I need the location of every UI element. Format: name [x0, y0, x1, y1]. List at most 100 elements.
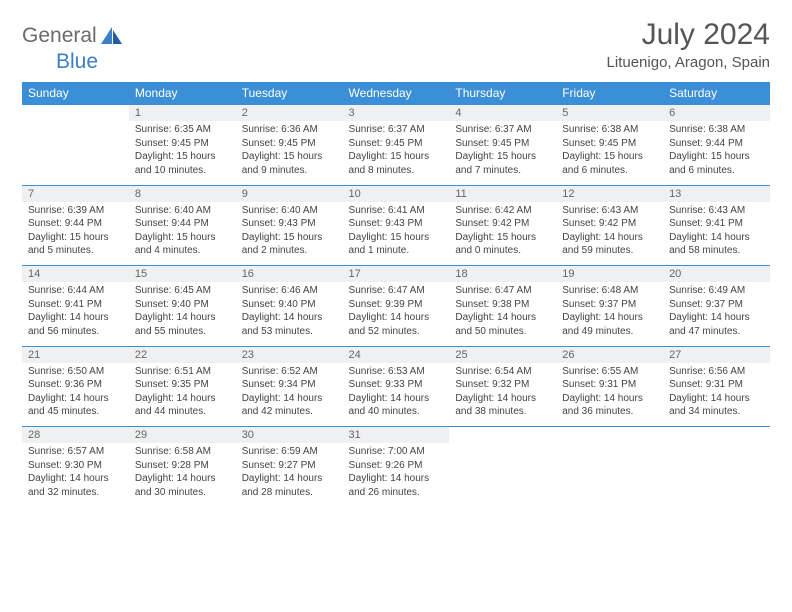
day-content-row: Sunrise: 6:39 AMSunset: 9:44 PM Daylight:… [22, 202, 770, 266]
day-number: 12 [556, 185, 663, 202]
logo-text-blue: Blue [56, 50, 98, 74]
sunset-text: Sunset: 9:40 PM [135, 298, 230, 312]
sunset-text: Sunset: 9:31 PM [562, 378, 657, 392]
day-cell: Sunrise: 6:50 AMSunset: 9:36 PMDaylight:… [22, 363, 129, 427]
weekday-header-row: Sunday Monday Tuesday Wednesday Thursday… [22, 82, 770, 105]
day-cell: Sunrise: 6:53 AMSunset: 9:33 PMDaylight:… [343, 363, 450, 427]
sunset-text: Sunset: 9:33 PM [349, 378, 444, 392]
daylight-text: Daylight: 14 hours and 42 minutes. [242, 392, 337, 419]
day-content-row: Sunrise: 6:35 AM Sunset: 9:45 PM Daylight:… [22, 121, 770, 185]
sunrise-text: Sunrise: 6:41 AM [349, 204, 444, 218]
sunset-text: Sunset: 9:45 PM [455, 137, 550, 151]
sunset-text: Sunset: 9:26 PM [349, 459, 444, 473]
sunset-text: Sunset: 9:44 PM [669, 137, 764, 151]
daylight-text: Daylight: 14 hours and 47 minutes. [669, 311, 764, 338]
sunset-text: Sunset: 9:32 PM [455, 378, 550, 392]
sunset-text: Sunset: 9:44 PM [28, 217, 123, 231]
sunrise-text: Sunrise: 6:47 AM [349, 284, 444, 298]
sunset-text: Sunset: 9:27 PM [242, 459, 337, 473]
day-content-row: Sunrise: 6:50 AMSunset: 9:36 PMDaylight:… [22, 363, 770, 427]
sunset-text: Sunset: 9:40 PM [242, 298, 337, 312]
day-number: 25 [449, 346, 556, 363]
daynum-row: 21222324252627 [22, 346, 770, 363]
day-cell: Sunrise: 6:37 AMSunset: 9:45 PMDaylight:… [449, 121, 556, 185]
sunrise-text: Sunrise: 6:56 AM [669, 365, 764, 379]
logo-text-general: General [22, 24, 97, 48]
day-number: 14 [22, 266, 129, 283]
daynum-row: 78910111213 [22, 185, 770, 202]
day-cell: Sunrise: 6:37 AMSunset: 9:45 PMDaylight:… [343, 121, 450, 185]
day-number: 20 [663, 266, 770, 283]
daynum-row: 28293031 [22, 427, 770, 444]
sunrise-text: Sunrise: 6:48 AM [562, 284, 657, 298]
day-number: 27 [663, 346, 770, 363]
day-cell: Sunrise: 6:47 AMSunset: 9:38 PMDaylight:… [449, 282, 556, 346]
day-cell: Sunrise: 6:45 AMSunset: 9:40 PMDaylight:… [129, 282, 236, 346]
daylight-text: Daylight: 14 hours and 49 minutes. [562, 311, 657, 338]
sunset-text: Sunset: 9:31 PM [669, 378, 764, 392]
day-number: 26 [556, 346, 663, 363]
daylight-text: Daylight: 14 hours and 34 minutes. [669, 392, 764, 419]
day-number: 18 [449, 266, 556, 283]
day-cell: Sunrise: 6:40 AMSunset: 9:43 PMDaylight:… [236, 202, 343, 266]
sunrise-text: Sunrise: 6:42 AM [455, 204, 550, 218]
day-cell: Sunrise: 6:47 AMSunset: 9:39 PMDaylight:… [343, 282, 450, 346]
sunrise-text: Sunrise: 6:52 AM [242, 365, 337, 379]
day-cell: Sunrise: 6:39 AMSunset: 9:44 PMDaylight:… [22, 202, 129, 266]
daylight-text: Daylight: 14 hours and 38 minutes. [455, 392, 550, 419]
day-cell: Sunrise: 6:43 AMSunset: 9:42 PMDaylight:… [556, 202, 663, 266]
sunset-text: Sunset: 9:37 PM [562, 298, 657, 312]
daylight-text: Daylight: 15 hours and 9 minutes. [242, 150, 337, 177]
sunrise-text: Sunrise: 6:46 AM [242, 284, 337, 298]
sunset-text: Sunset: 9:30 PM [28, 459, 123, 473]
weekday-header: Friday [556, 82, 663, 105]
day-number: 15 [129, 266, 236, 283]
daylight-text: Daylight: 15 hours and 8 minutes. [349, 150, 444, 177]
daylight-text: Daylight: 14 hours and 53 minutes. [242, 311, 337, 338]
weekday-header: Thursday [449, 82, 556, 105]
sunset-text: Sunset: 9:39 PM [349, 298, 444, 312]
day-cell: Sunrise: 6:57 AMSunset: 9:30 PMDaylight:… [22, 443, 129, 507]
day-number: 11 [449, 185, 556, 202]
sunrise-text: Sunrise: 6:35 AM [135, 123, 230, 137]
daylight-text: Daylight: 14 hours and 26 minutes. [349, 472, 444, 499]
day-number: 10 [343, 185, 450, 202]
day-cell: Sunrise: 6:46 AMSunset: 9:40 PMDaylight:… [236, 282, 343, 346]
daylight-text: Daylight: 15 hours and 6 minutes. [669, 150, 764, 177]
day-cell: Sunrise: 7:00 AMSunset: 9:26 PMDaylight:… [343, 443, 450, 507]
day-number [556, 427, 663, 444]
sunrise-text: Sunrise: 6:44 AM [28, 284, 123, 298]
sunrise-text: Sunrise: 6:39 AM [28, 204, 123, 218]
day-number [449, 427, 556, 444]
day-cell: Sunrise: 6:48 AMSunset: 9:37 PMDaylight:… [556, 282, 663, 346]
daylight-text: Daylight: 14 hours and 56 minutes. [28, 311, 123, 338]
sunset-text: Sunset: 9:37 PM [669, 298, 764, 312]
sunrise-text: Sunrise: 6:37 AM [455, 123, 550, 137]
sunrise-text: Sunrise: 6:40 AM [242, 204, 337, 218]
day-cell: Sunrise: 6:36 AMSunset: 9:45 PMDaylight:… [236, 121, 343, 185]
daylight-text: Daylight: 15 hours and 4 minutes. [135, 231, 230, 258]
weekday-header: Tuesday [236, 82, 343, 105]
day-number: 29 [129, 427, 236, 444]
daylight-text: Daylight: 15 hours and 0 minutes. [455, 231, 550, 258]
daylight-text: Daylight: 14 hours and 59 minutes. [562, 231, 657, 258]
day-number: 23 [236, 346, 343, 363]
daylight-text: Daylight: 14 hours and 44 minutes. [135, 392, 230, 419]
sunrise-text: Sunrise: 6:51 AM [135, 365, 230, 379]
sunrise-text: Sunrise: 6:37 AM [349, 123, 444, 137]
location: Lituenigo, Aragon, Spain [607, 54, 770, 71]
day-number [663, 427, 770, 444]
sunrise-text: Sunrise: 6:38 AM [562, 123, 657, 137]
day-number: 13 [663, 185, 770, 202]
day-number: 22 [129, 346, 236, 363]
day-number [22, 105, 129, 122]
day-cell [22, 121, 129, 185]
daylight-text: Daylight: 14 hours and 50 minutes. [455, 311, 550, 338]
day-number: 4 [449, 105, 556, 122]
sunrise-text: Sunrise: 6:38 AM [669, 123, 764, 137]
day-cell: Sunrise: 6:58 AMSunset: 9:28 PMDaylight:… [129, 443, 236, 507]
day-number: 16 [236, 266, 343, 283]
sunset-text: Sunset: 9:43 PM [242, 217, 337, 231]
day-cell: Sunrise: 6:52 AMSunset: 9:34 PMDaylight:… [236, 363, 343, 427]
sunrise-text: Sunrise: 6:49 AM [669, 284, 764, 298]
